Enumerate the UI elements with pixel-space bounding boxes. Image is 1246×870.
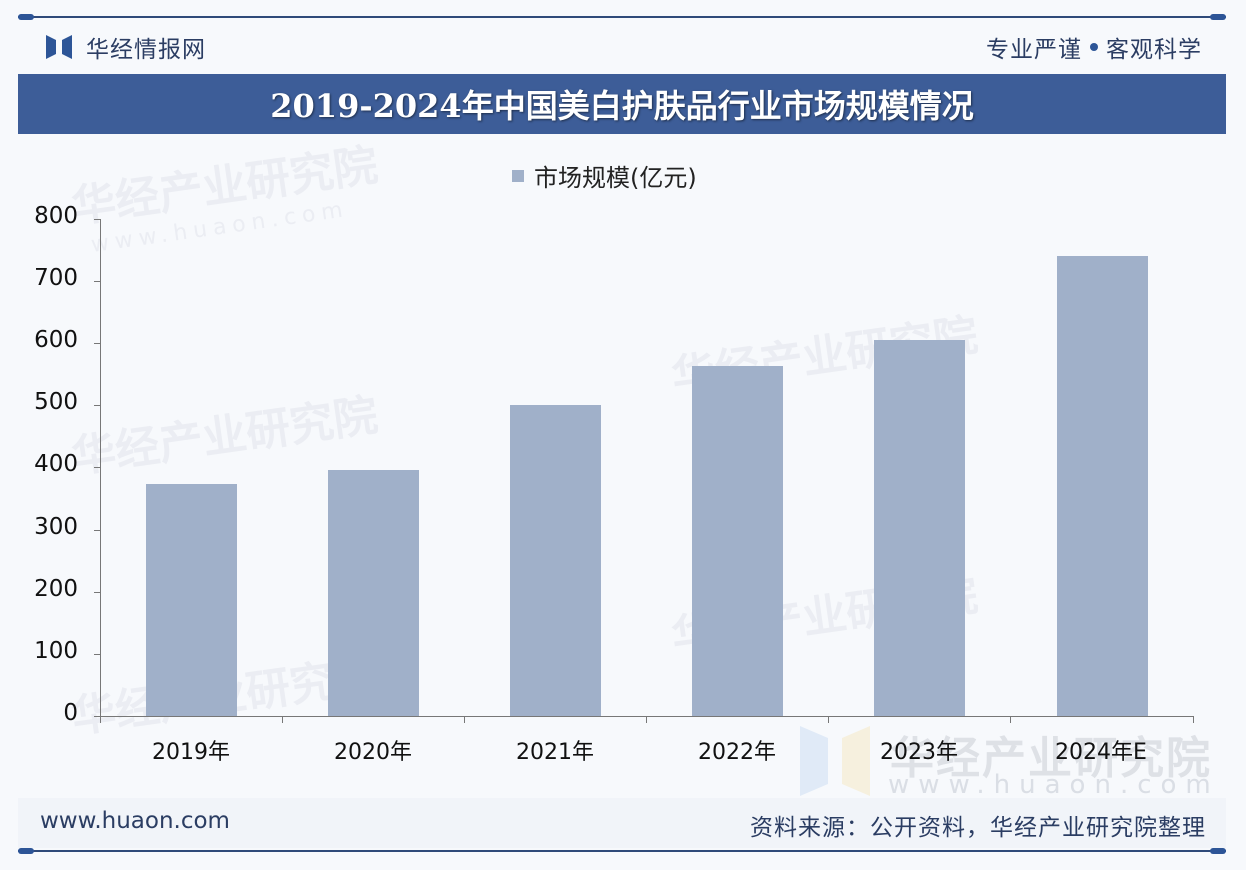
divider-cap-right (1210, 14, 1226, 20)
bar-2022 (692, 366, 784, 716)
x-tick (282, 716, 283, 723)
y-axis (100, 219, 101, 717)
bar-2024e (1056, 256, 1148, 716)
y-tick (94, 530, 100, 531)
watermark-bottom-url: www.huaon.com (888, 770, 1220, 800)
x-tick-label: 2022年 (698, 740, 776, 765)
bullet-dot-icon (1090, 43, 1098, 51)
bar-2021 (510, 404, 601, 716)
bottom-divider (18, 848, 1226, 854)
brand-name: 华经情报网 (86, 37, 206, 63)
y-tick-label: 500 (34, 389, 78, 415)
y-tick (94, 219, 100, 220)
divider-cap-left (18, 14, 34, 20)
footer-band (18, 798, 1226, 848)
y-tick (94, 716, 100, 717)
x-tick-label: 2020年 (334, 740, 412, 765)
footer-url: www.huaon.com (40, 808, 230, 834)
x-tick-label: 2024年E (1055, 740, 1147, 765)
x-tick (100, 716, 101, 723)
x-tick (1010, 716, 1011, 723)
y-tick-label: 300 (34, 514, 78, 540)
y-tick-label: 100 (34, 638, 78, 664)
y-tick-label: 200 (34, 576, 78, 602)
brand-logo-icon (46, 35, 72, 59)
footer-source: 资料来源：公开资料，华经产业研究院整理 (750, 815, 1206, 841)
title-bar: 2019-2024年中国美白护肤品行业市场规模情况 (18, 74, 1226, 134)
watermark-logo-icon (800, 726, 870, 796)
bar-2023 (874, 340, 966, 716)
chart-title: 2019-2024年中国美白护肤品行业市场规模情况 (270, 87, 974, 125)
x-tick-label: 2021年 (516, 740, 594, 765)
y-tick-label: 400 (34, 451, 78, 477)
y-tick (94, 281, 100, 282)
x-tick-label: 2019年 (152, 740, 230, 765)
slogan-right: 客观科学 (1106, 37, 1202, 63)
x-tick (464, 716, 465, 723)
slogan: 专业严谨 客观科学 (986, 30, 1202, 64)
bar-2020 (327, 469, 419, 716)
x-tick-label: 2023年 (880, 740, 958, 765)
y-tick-label: 0 (63, 700, 78, 726)
y-tick (94, 405, 100, 406)
legend: 市场规模(亿元) (512, 158, 697, 193)
x-axis (100, 716, 1194, 717)
y-tick (94, 467, 100, 468)
legend-swatch (512, 169, 524, 182)
divider-cap-left (18, 848, 34, 854)
x-tick (646, 716, 647, 723)
y-tick (94, 654, 100, 655)
y-tick-label: 800 (34, 203, 78, 229)
watermark-bottom-text: 华经产业研究院 (890, 733, 1212, 784)
legend-label: 市场规模(亿元) (534, 164, 697, 192)
y-tick-label: 700 (34, 265, 78, 291)
x-tick (828, 716, 829, 723)
top-divider (18, 14, 1226, 20)
divider-cap-right (1210, 848, 1226, 854)
x-tick (1193, 716, 1194, 723)
y-tick-label: 600 (34, 327, 78, 353)
slogan-left: 专业严谨 (986, 37, 1082, 63)
bar-2019 (145, 484, 237, 716)
brand: 华经情报网 (46, 30, 206, 64)
y-tick (94, 343, 100, 344)
y-tick (94, 592, 100, 593)
